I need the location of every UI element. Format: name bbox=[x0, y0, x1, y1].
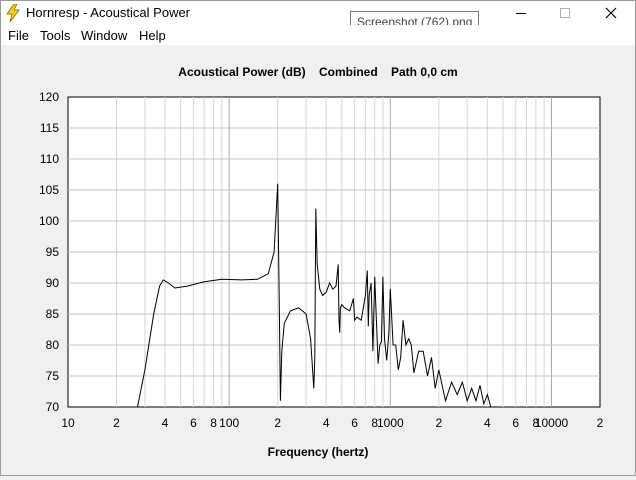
x-tick-label: 6 bbox=[351, 416, 358, 430]
maximize-icon bbox=[560, 8, 570, 18]
x-tick-label: 4 bbox=[323, 416, 330, 430]
y-tick-label: 95 bbox=[46, 245, 60, 259]
x-tick-label: 4 bbox=[484, 416, 491, 430]
x-tick-label: 6 bbox=[512, 416, 519, 430]
x-tick-label: 2 bbox=[113, 416, 120, 430]
close-button[interactable] bbox=[588, 1, 634, 25]
y-tick-labels: 120 115 110 105 100 95 90 85 80 75 70 bbox=[39, 90, 59, 414]
title-bar[interactable]: Hornresp - Acoustical Power Screenshot (… bbox=[1, 1, 635, 34]
x-tick-label: 10000 bbox=[535, 416, 569, 430]
x-tick-label: 10 bbox=[61, 416, 75, 430]
y-tick-label: 75 bbox=[46, 369, 60, 383]
x-tick-label: 6 bbox=[190, 416, 197, 430]
close-icon bbox=[605, 7, 617, 19]
y-tick-label: 110 bbox=[40, 152, 59, 166]
x-tick-label: 4 bbox=[162, 416, 169, 430]
x-tick-label: 1000 bbox=[377, 416, 404, 430]
chart-title: Acoustical Power (dB) Combined Path 0,0 … bbox=[178, 65, 457, 79]
y-tick-label: 100 bbox=[39, 214, 59, 228]
menu-file[interactable]: File bbox=[8, 28, 29, 43]
acoustical-power-chart: Acoustical Power (dB) Combined Path 0,0 … bbox=[39, 65, 604, 459]
x-tick-label: 2 bbox=[435, 416, 442, 430]
y-tick-label: 80 bbox=[46, 338, 60, 352]
grid bbox=[68, 97, 600, 407]
y-tick-label: 120 bbox=[39, 90, 59, 104]
menu-window[interactable]: Window bbox=[81, 28, 128, 43]
menu-tools[interactable]: Tools bbox=[40, 28, 71, 43]
x-tick-label: 100 bbox=[219, 416, 239, 430]
window-title: Hornresp - Acoustical Power bbox=[26, 5, 191, 20]
y-tick-label: 115 bbox=[40, 121, 59, 135]
minimize-button[interactable] bbox=[498, 1, 544, 25]
y-tick-label: 70 bbox=[46, 400, 60, 414]
x-tick-label: 8 bbox=[371, 416, 378, 430]
x-tick-label: 2 bbox=[274, 416, 281, 430]
maximize-button[interactable] bbox=[542, 1, 588, 25]
y-tick-label: 85 bbox=[46, 307, 60, 321]
x-axis-label: Frequency (hertz) bbox=[268, 445, 369, 459]
y-tick-label: 105 bbox=[39, 183, 59, 197]
x-tick-label: 8 bbox=[533, 416, 540, 430]
minimize-icon bbox=[516, 13, 526, 14]
x-tick-label: 8 bbox=[210, 416, 217, 430]
series-line bbox=[137, 183, 492, 408]
menu-help[interactable]: Help bbox=[139, 28, 166, 43]
plot-area: Acoustical Power (dB) Combined Path 0,0 … bbox=[1, 45, 635, 475]
menu-bar: File Tools Window Help bbox=[1, 25, 635, 45]
y-tick-label: 90 bbox=[46, 276, 60, 290]
lightning-icon bbox=[6, 4, 20, 22]
x-tick-label: 2 bbox=[597, 416, 604, 430]
